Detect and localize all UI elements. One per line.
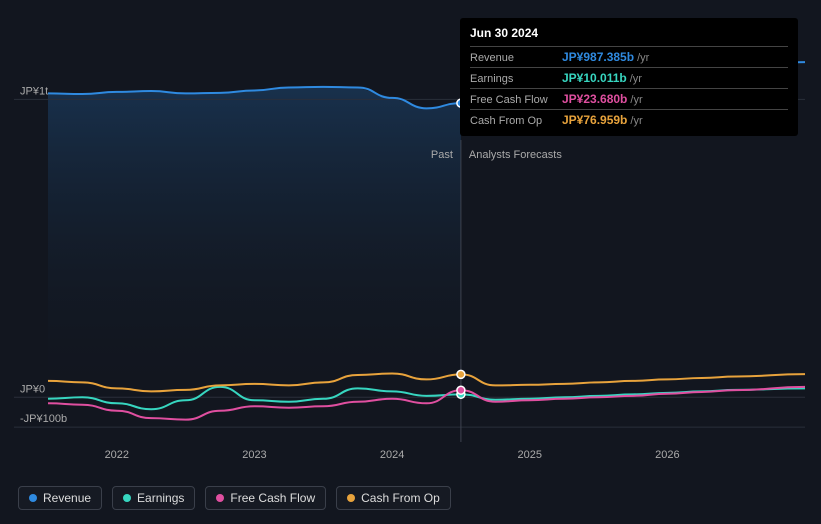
legend-label: Cash From Op (361, 491, 440, 505)
tooltip-row-unit: /yr (630, 73, 642, 85)
tooltip-row-label: Earnings (470, 73, 562, 85)
tooltip-row-label: Cash From Op (470, 115, 562, 127)
tooltip-row-label: Revenue (470, 52, 562, 64)
y-tick-label: JP¥0 (20, 383, 45, 395)
tooltip-row-label: Free Cash Flow (470, 94, 562, 106)
tooltip-row-value: JP¥987.385b (562, 50, 634, 64)
y-tick-label: -JP¥100b (20, 413, 67, 425)
region-label-future: Analysts Forecasts (469, 149, 562, 161)
past-area-fill (48, 87, 461, 397)
x-tick-label: 2024 (380, 449, 404, 461)
chart-tooltip: Jun 30 2024 RevenueJP¥987.385b/yrEarning… (460, 18, 798, 136)
legend-label: Earnings (137, 491, 184, 505)
legend-item[interactable]: Cash From Op (336, 486, 451, 510)
x-tick-label: 2025 (517, 449, 541, 461)
tooltip-row: Free Cash FlowJP¥23.680b/yr (470, 88, 788, 109)
legend-item[interactable]: Revenue (18, 486, 102, 510)
marker-cfo (457, 370, 465, 378)
legend-label: Free Cash Flow (230, 491, 315, 505)
legend-item[interactable]: Free Cash Flow (205, 486, 326, 510)
tooltip-row: Cash From OpJP¥76.959b/yr (470, 109, 788, 130)
legend-swatch (123, 494, 131, 502)
financial-chart: JP¥1t JP¥0 -JP¥100b Past Analysts Forecasts 2… (0, 0, 821, 524)
tooltip-title: Jun 30 2024 (470, 24, 788, 46)
legend-swatch (216, 494, 224, 502)
tooltip-row: RevenueJP¥987.385b/yr (470, 46, 788, 67)
tooltip-row-unit: /yr (630, 94, 642, 106)
chart-legend: Revenue Earnings Free Cash Flow Cash From O… (18, 486, 451, 510)
tooltip-row: EarningsJP¥10.011b/yr (470, 67, 788, 88)
region-label-past: Past (431, 149, 453, 161)
y-tick-label: JP¥1t (20, 85, 48, 97)
legend-swatch (29, 494, 37, 502)
tooltip-row-value: JP¥23.680b (562, 92, 627, 106)
x-tick-label: 2026 (655, 449, 679, 461)
x-tick-label: 2022 (105, 449, 129, 461)
tooltip-row-value: JP¥10.011b (562, 71, 627, 85)
tooltip-row-unit: /yr (630, 115, 642, 127)
legend-label: Revenue (43, 491, 91, 505)
x-tick-label: 2023 (242, 449, 266, 461)
marker-fcf (457, 386, 465, 394)
tooltip-row-value: JP¥76.959b (562, 113, 627, 127)
legend-swatch (347, 494, 355, 502)
tooltip-row-unit: /yr (637, 52, 649, 64)
legend-item[interactable]: Earnings (112, 486, 195, 510)
